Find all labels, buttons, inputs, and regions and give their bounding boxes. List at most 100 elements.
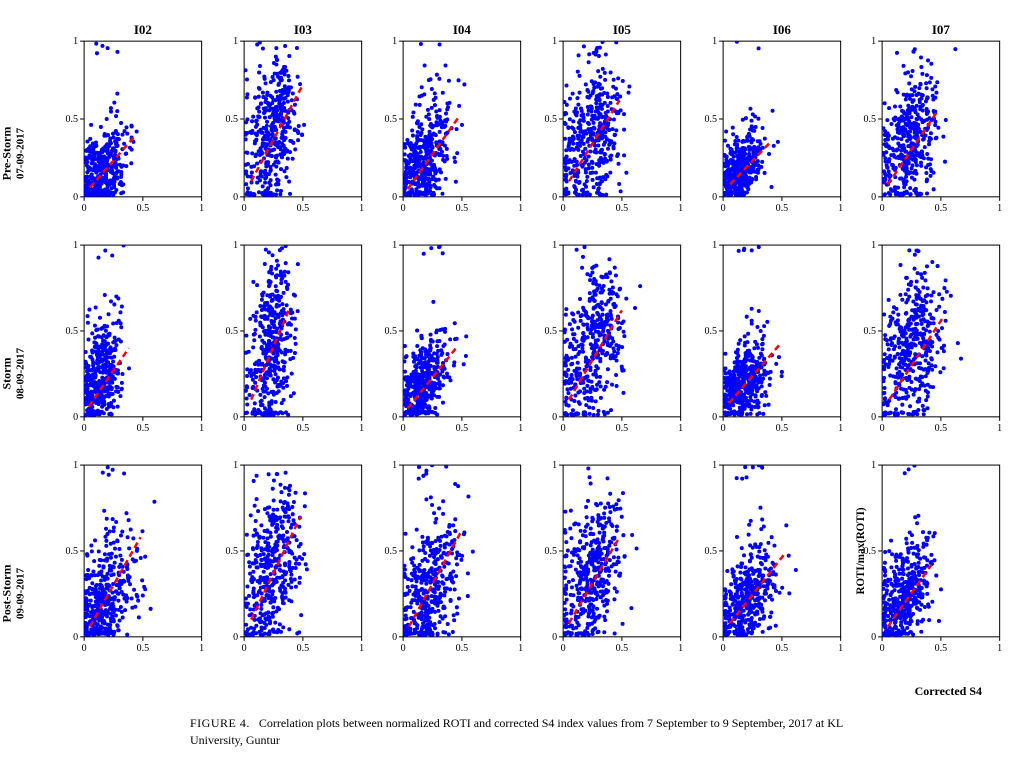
- svg-text:0.5: 0.5: [66, 114, 79, 125]
- svg-text:0: 0: [73, 192, 78, 203]
- svg-text:0: 0: [712, 412, 717, 423]
- row-label-1: Storm 08-09-2017: [0, 304, 27, 444]
- svg-text:0.5: 0.5: [545, 326, 558, 337]
- caption-label: FIGURE 4.: [190, 716, 250, 730]
- svg-text:0.5: 0.5: [935, 423, 948, 434]
- caption-text: Correlation plots between normalized ROT…: [190, 716, 843, 747]
- svg-text:1: 1: [552, 240, 557, 251]
- row-label-2: Post-Storm 09-09-2017: [0, 524, 27, 664]
- svg-text:1: 1: [233, 240, 238, 251]
- svg-text:1: 1: [997, 423, 1002, 434]
- svg-text:0.5: 0.5: [704, 114, 717, 125]
- subplot-1-3: 0 0.5 1 0 0.5 1: [537, 240, 685, 440]
- svg-text:0: 0: [880, 203, 885, 214]
- svg-text:I05: I05: [613, 22, 632, 37]
- svg-text:1: 1: [392, 240, 397, 251]
- row-label-0: Pre-Storm 07-09-2017: [0, 84, 27, 224]
- subplot-0-4: I0600.5100.51: [697, 20, 845, 220]
- subplot-2-4: 00.5100.51: [697, 460, 845, 660]
- subplot-1-4: 0 0.5 1 0 0.5 1: [697, 240, 845, 440]
- svg-text:1: 1: [73, 36, 78, 47]
- svg-text:0: 0: [392, 192, 397, 203]
- svg-text:1: 1: [359, 203, 364, 214]
- svg-text:0: 0: [871, 192, 876, 203]
- subplot-0-5: I07 0 0.5 1 0 0.5 1: [856, 20, 1004, 220]
- svg-text:1: 1: [997, 203, 1002, 214]
- svg-text:0: 0: [73, 412, 78, 423]
- subplot-grid: I0200.5100.51I0300.5100.51I0400.5100.51I…: [58, 20, 1004, 660]
- svg-text:0.5: 0.5: [225, 326, 238, 337]
- svg-text:0: 0: [871, 412, 876, 423]
- subplot-0-1: I03 0 0.5 1 0 0.5 1: [218, 20, 366, 220]
- svg-text:0.5: 0.5: [296, 203, 309, 214]
- svg-text:1: 1: [678, 423, 683, 434]
- svg-text:0.5: 0.5: [864, 114, 877, 125]
- svg-text:1: 1: [359, 423, 364, 434]
- svg-text:0.5: 0.5: [775, 203, 788, 214]
- svg-text:1: 1: [678, 203, 683, 214]
- svg-text:0.5: 0.5: [66, 326, 79, 337]
- svg-text:0.5: 0.5: [385, 326, 398, 337]
- svg-text:1: 1: [838, 423, 843, 434]
- svg-text:1: 1: [392, 36, 397, 47]
- svg-text:1: 1: [518, 203, 523, 214]
- svg-text:I06: I06: [772, 22, 791, 37]
- svg-text:1: 1: [199, 423, 204, 434]
- svg-text:1: 1: [518, 423, 523, 434]
- subplot-2-1: 00.5100.51: [218, 460, 366, 660]
- figure-caption: FIGURE 4. Correlation plots between norm…: [190, 715, 890, 749]
- svg-text:1: 1: [871, 240, 876, 251]
- svg-text:1: 1: [871, 36, 876, 47]
- svg-text:0: 0: [552, 192, 557, 203]
- svg-text:0: 0: [82, 203, 87, 214]
- svg-text:0: 0: [720, 203, 725, 214]
- subplot-2-0: 00.5100.51: [58, 460, 206, 660]
- subplot-0-2: I0400.5100.51: [377, 20, 525, 220]
- svg-text:I03: I03: [293, 22, 312, 37]
- svg-text:1: 1: [712, 240, 717, 251]
- svg-text:0.5: 0.5: [385, 114, 398, 125]
- svg-text:0: 0: [561, 423, 566, 434]
- svg-text:1: 1: [552, 36, 557, 47]
- svg-text:0.5: 0.5: [864, 326, 877, 337]
- svg-text:0.5: 0.5: [456, 423, 469, 434]
- svg-text:I07: I07: [932, 22, 951, 37]
- x-axis-label: Corrected S4: [915, 684, 982, 699]
- svg-text:0: 0: [82, 423, 87, 434]
- figure-container: Pre-Storm 07-09-2017 Storm 08-09-2017 Po…: [58, 20, 1004, 660]
- svg-text:0: 0: [712, 192, 717, 203]
- svg-text:0: 0: [401, 203, 406, 214]
- svg-text:0.5: 0.5: [545, 114, 558, 125]
- svg-text:0: 0: [720, 423, 725, 434]
- svg-text:0: 0: [392, 412, 397, 423]
- subplot-1-1: 0 0.5 1 0 0.5 1: [218, 240, 366, 440]
- svg-text:1: 1: [199, 203, 204, 214]
- svg-text:0.5: 0.5: [616, 423, 629, 434]
- subplot-1-5: 0 0.5 1 0 0.5 1: [856, 240, 1004, 440]
- svg-text:0.5: 0.5: [296, 423, 309, 434]
- svg-text:0: 0: [552, 412, 557, 423]
- svg-text:0.5: 0.5: [704, 326, 717, 337]
- svg-text:0: 0: [241, 203, 246, 214]
- subplot-1-0: 00.5100.51: [58, 240, 206, 440]
- svg-text:0: 0: [401, 423, 406, 434]
- svg-text:0.5: 0.5: [775, 423, 788, 434]
- subplot-1-2: 0 0.5 1 0 0.5 1: [377, 240, 525, 440]
- svg-text:0: 0: [241, 423, 246, 434]
- svg-text:1: 1: [233, 36, 238, 47]
- svg-text:0: 0: [233, 192, 238, 203]
- svg-text:I04: I04: [453, 22, 472, 37]
- svg-text:0: 0: [880, 423, 885, 434]
- svg-text:I02: I02: [134, 22, 152, 37]
- svg-text:1: 1: [838, 203, 843, 214]
- subplot-0-3: I05 0 0.5 1 0 0.5 1: [537, 20, 685, 220]
- subplot-2-5: 00.5100.51ROTI/max(ROTI): [856, 460, 1004, 660]
- svg-text:0.5: 0.5: [616, 203, 629, 214]
- svg-text:0: 0: [233, 412, 238, 423]
- svg-text:0.5: 0.5: [935, 203, 948, 214]
- subplot-2-3: 00.5100.51: [537, 460, 685, 660]
- svg-text:0: 0: [561, 203, 566, 214]
- svg-text:0.5: 0.5: [137, 203, 150, 214]
- svg-text:0.5: 0.5: [225, 114, 238, 125]
- svg-text:0.5: 0.5: [137, 423, 150, 434]
